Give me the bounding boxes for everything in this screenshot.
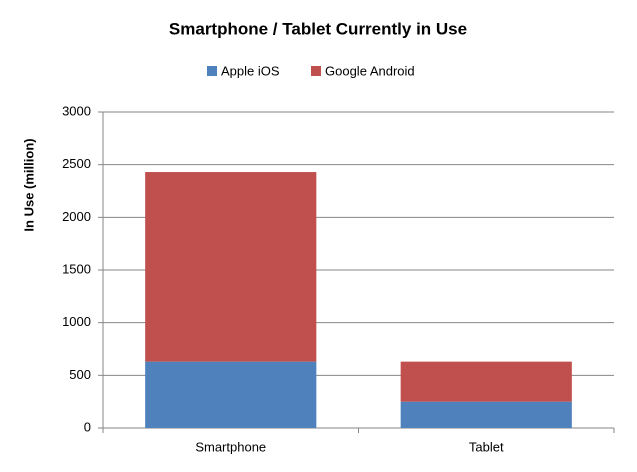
legend-swatch xyxy=(311,66,321,76)
legend-swatch xyxy=(207,66,217,76)
legend-label: Google Android xyxy=(325,63,415,78)
bar-segment xyxy=(145,361,317,428)
y-tick-label: 2500 xyxy=(62,156,91,171)
y-tick-label: 3000 xyxy=(62,103,91,118)
bar-segment xyxy=(145,172,317,362)
bar-segment xyxy=(400,401,572,428)
y-tick-label: 2000 xyxy=(62,209,91,224)
y-tick-label: 0 xyxy=(84,419,91,434)
y-tick-label: 1000 xyxy=(62,314,91,329)
y-tick-label: 500 xyxy=(69,367,91,382)
chart-title: Smartphone / Tablet Currently in Use xyxy=(169,19,467,38)
x-tick-label: Smartphone xyxy=(195,439,266,454)
bar-segment xyxy=(400,361,572,402)
y-axis-title: In Use (million) xyxy=(21,138,36,231)
y-tick-label: 1500 xyxy=(62,261,91,276)
legend-label: Apple iOS xyxy=(221,63,280,78)
x-tick-label: Tablet xyxy=(469,439,504,454)
